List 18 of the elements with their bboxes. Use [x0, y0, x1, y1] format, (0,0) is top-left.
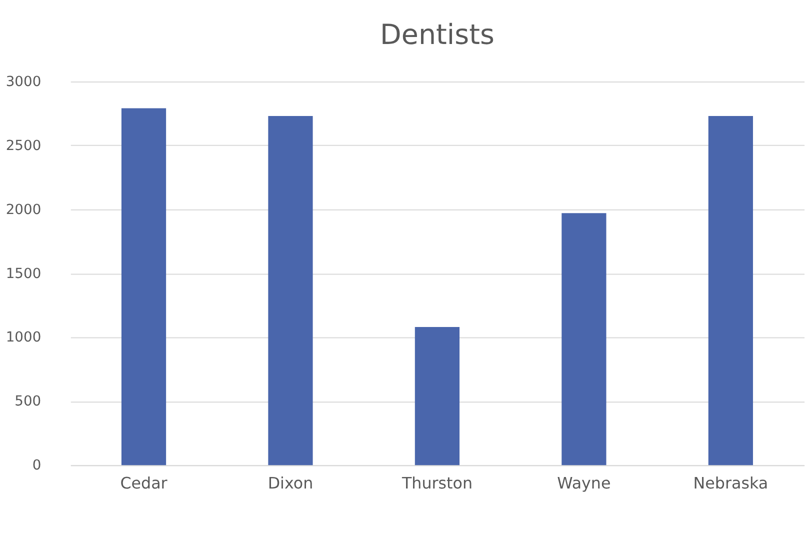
y-tick-label: 1500: [6, 266, 42, 282]
bar: [121, 108, 166, 466]
y-tick-label: 3000: [6, 74, 42, 90]
x-tick-label: Nebraska: [693, 473, 768, 492]
y-tick-label: 2500: [6, 138, 42, 154]
x-tick-label: Wayne: [557, 473, 611, 492]
x-tick-label: Cedar: [120, 473, 168, 492]
y-tick-label: 500: [14, 394, 42, 410]
bar: [268, 116, 313, 466]
bar: [414, 327, 460, 466]
bar: [562, 213, 606, 466]
y-tick-label: 2000: [6, 202, 42, 218]
y-tick-label: 1000: [6, 330, 42, 346]
y-tick-label: 0: [32, 458, 42, 474]
x-tick-label: Dixon: [268, 473, 314, 492]
chart-title: Dentists: [380, 18, 494, 51]
bar: [708, 116, 753, 466]
x-tick-label: Thurston: [400, 473, 472, 492]
